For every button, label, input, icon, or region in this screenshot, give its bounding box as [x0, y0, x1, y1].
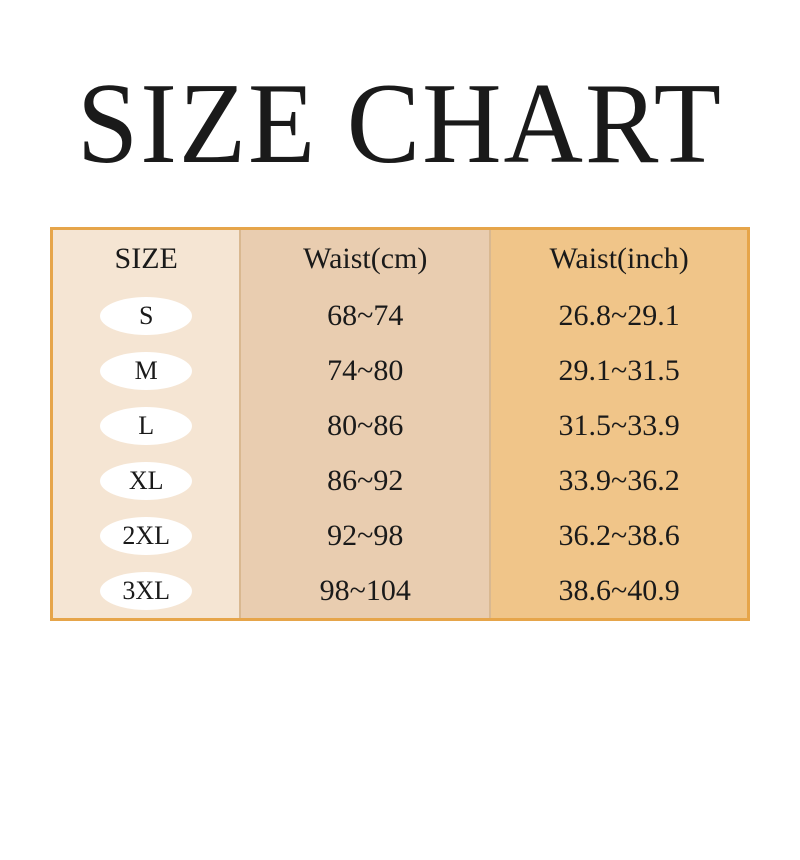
col-header-inch: Waist(inch) — [490, 230, 747, 288]
table-row: 3XL 98~104 38.6~40.9 — [53, 563, 747, 618]
inch-cell: 29.1~31.5 — [490, 343, 747, 398]
size-pill: L — [100, 407, 192, 445]
size-chart-page: SIZE CHART SIZE Waist(cm) Waist(inch) S … — [0, 60, 800, 860]
col-header-size: SIZE — [53, 230, 240, 288]
size-cell: 2XL — [53, 508, 240, 563]
size-cell: L — [53, 398, 240, 453]
table-header-row: SIZE Waist(cm) Waist(inch) — [53, 230, 747, 288]
table-row: S 68~74 26.8~29.1 — [53, 288, 747, 343]
cm-cell: 68~74 — [240, 288, 490, 343]
size-cell: XL — [53, 453, 240, 508]
size-cell: S — [53, 288, 240, 343]
inch-cell: 33.9~36.2 — [490, 453, 747, 508]
cm-cell: 86~92 — [240, 453, 490, 508]
inch-cell: 26.8~29.1 — [490, 288, 747, 343]
inch-cell: 38.6~40.9 — [490, 563, 747, 618]
col-header-cm: Waist(cm) — [240, 230, 490, 288]
cm-cell: 74~80 — [240, 343, 490, 398]
cm-cell: 98~104 — [240, 563, 490, 618]
cm-cell: 92~98 — [240, 508, 490, 563]
table-row: M 74~80 29.1~31.5 — [53, 343, 747, 398]
chart-container: SIZE Waist(cm) Waist(inch) S 68~74 26.8~… — [50, 227, 750, 621]
inch-cell: 36.2~38.6 — [490, 508, 747, 563]
inch-cell: 31.5~33.9 — [490, 398, 747, 453]
table-row: 2XL 92~98 36.2~38.6 — [53, 508, 747, 563]
table-row: XL 86~92 33.9~36.2 — [53, 453, 747, 508]
size-pill: XL — [100, 462, 192, 500]
size-pill: S — [100, 297, 192, 335]
size-cell: 3XL — [53, 563, 240, 618]
page-title: SIZE CHART — [0, 57, 800, 190]
size-pill: M — [100, 352, 192, 390]
size-pill: 3XL — [100, 572, 192, 610]
table-row: L 80~86 31.5~33.9 — [53, 398, 747, 453]
size-table: SIZE Waist(cm) Waist(inch) S 68~74 26.8~… — [53, 230, 747, 618]
size-pill: 2XL — [100, 517, 192, 555]
size-cell: M — [53, 343, 240, 398]
cm-cell: 80~86 — [240, 398, 490, 453]
